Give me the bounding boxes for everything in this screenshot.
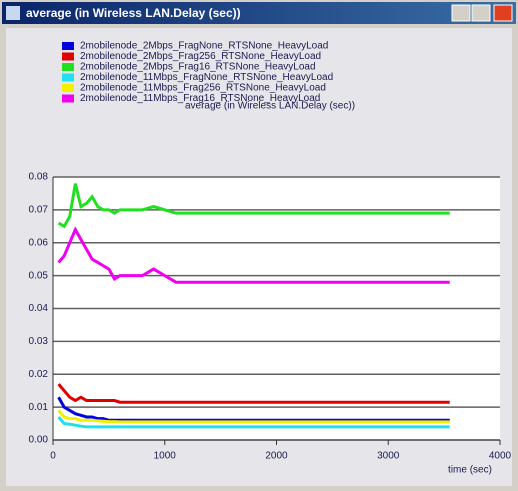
- x-tick-label: 0: [50, 451, 56, 462]
- legend-label: 2mobilenode_2Mbps_FragNone_RTSNone_Heavy…: [80, 41, 328, 52]
- legend-swatch: [62, 63, 74, 71]
- series-line: [57, 383, 450, 404]
- series-line: [57, 226, 450, 284]
- series-line: [57, 416, 450, 429]
- x-tick-label: 2000: [265, 451, 288, 462]
- y-tick-label: 0.08: [29, 172, 49, 183]
- legend-label: 2mobilenode_2Mbps_Frag16_RTSNone_HeavyLo…: [80, 62, 316, 73]
- y-tick-label: 0.02: [29, 369, 49, 380]
- close-button[interactable]: [493, 4, 513, 22]
- series-line: [57, 409, 450, 424]
- y-tick-label: 0.06: [29, 237, 49, 248]
- minimize-button[interactable]: [451, 4, 471, 22]
- window-title: average (in Wireless LAN.Delay (sec)): [26, 6, 241, 20]
- y-tick-label: 0.05: [29, 270, 49, 281]
- legend-label: 2mobilenode_11Mbps_Frag16_RTSNone_HeavyL…: [80, 93, 320, 104]
- window-icon: [6, 6, 20, 20]
- y-tick-label: 0.01: [29, 402, 49, 413]
- y-tick-label: 0.07: [29, 205, 49, 216]
- legend-swatch: [62, 42, 74, 50]
- legend-label: 2mobilenode_11Mbps_FragNone_RTSNone_Heav…: [80, 72, 333, 83]
- maximize-button[interactable]: [471, 4, 491, 22]
- legend-label: 2mobilenode_11Mbps_Frag256_RTSNone_Heavy…: [80, 83, 326, 94]
- legend-label: 2mobilenode_2Mbps_Frag256_RTSNone_HeavyL…: [80, 51, 321, 62]
- legend-swatch: [62, 73, 74, 82]
- legend-swatch: [62, 52, 74, 61]
- y-tick-label: 0.00: [29, 435, 49, 446]
- legend-swatch: [62, 84, 74, 92]
- x-tick-label: 4000: [489, 451, 512, 462]
- title-bar: [2, 2, 516, 24]
- series-line: [57, 183, 450, 229]
- legend-swatch: [62, 94, 74, 103]
- y-tick-label: 0.04: [29, 303, 49, 314]
- y-tick-label: 0.03: [29, 336, 49, 347]
- x-tick-label: 3000: [377, 451, 400, 462]
- x-axis-label: time (sec): [448, 465, 492, 476]
- chart-title: average (in Wireless LAN.Delay (sec)): [185, 101, 355, 112]
- x-tick-label: 1000: [154, 451, 177, 462]
